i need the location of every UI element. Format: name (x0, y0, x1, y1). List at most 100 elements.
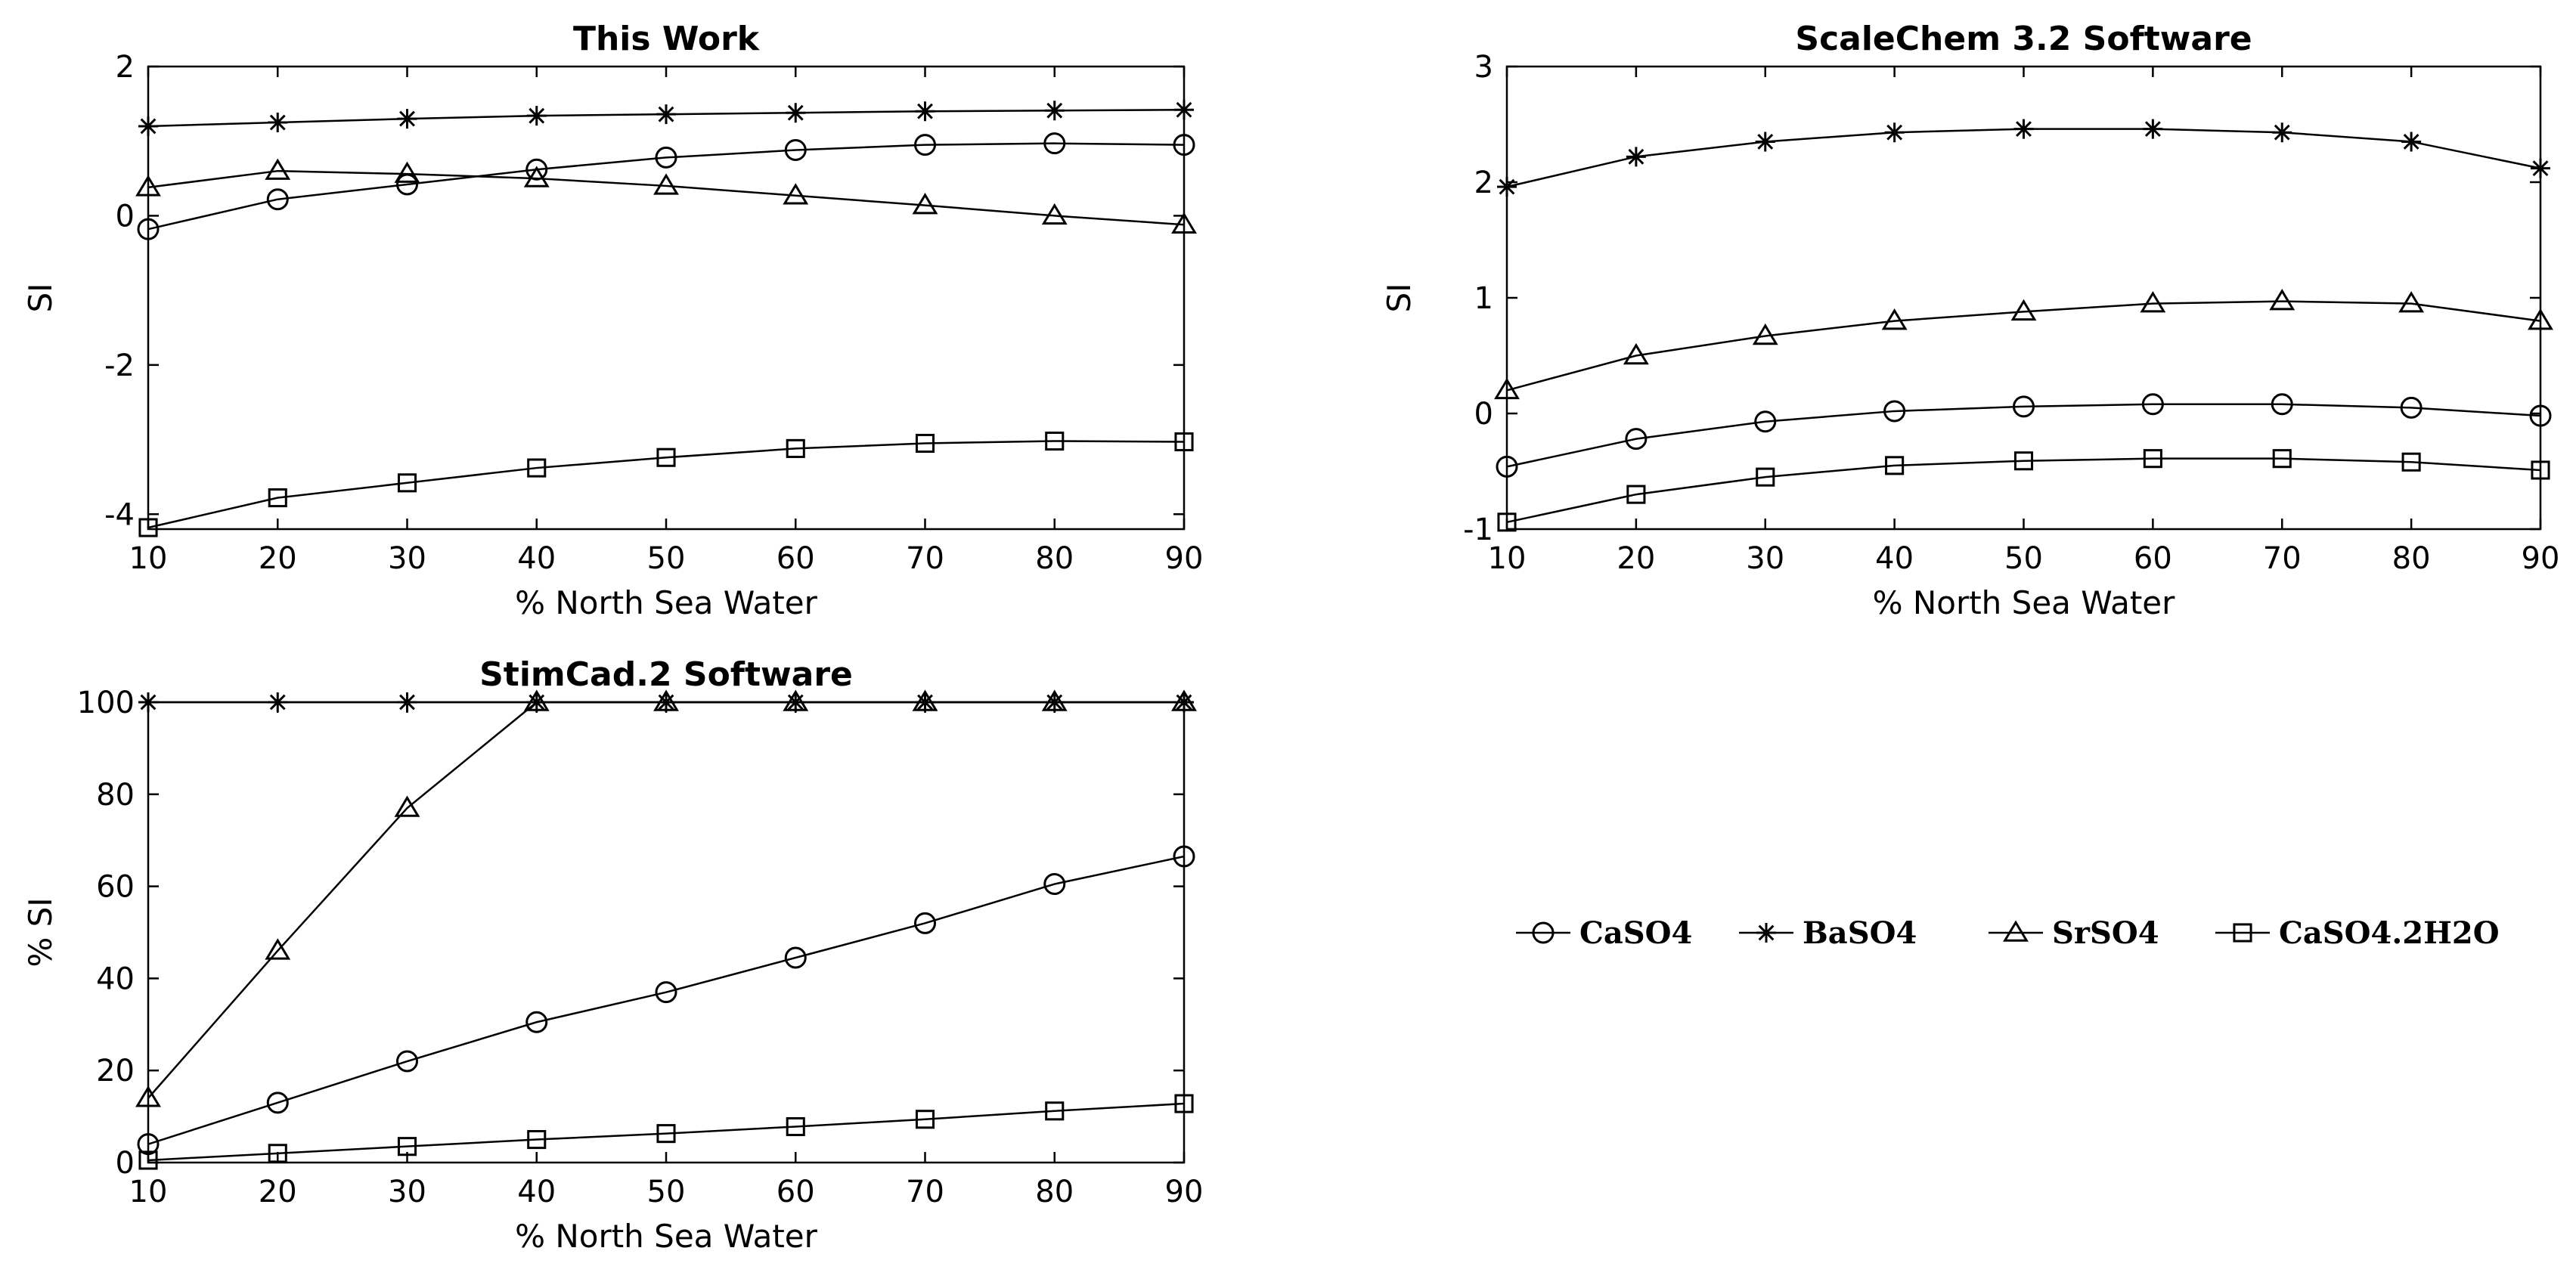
data-point (2143, 119, 2163, 139)
data-point (1881, 308, 1908, 330)
data-point (397, 473, 417, 493)
data-point (137, 1133, 160, 1156)
legend-item-srso4: SrSO4 (1989, 915, 2159, 951)
series-baso4 (138, 100, 1194, 136)
data-point (135, 175, 161, 197)
data-point (915, 433, 935, 454)
y-tick-label: 60 (96, 870, 135, 905)
legend-marker (2003, 920, 2029, 942)
data-point (268, 692, 288, 712)
data-point (912, 193, 938, 215)
data-point (912, 689, 938, 711)
series-baso4 (1497, 119, 2550, 197)
data-point (1756, 467, 1775, 487)
x-tick-label: 50 (647, 541, 686, 576)
data-point (1171, 212, 1197, 234)
x-tick-label: 70 (2263, 541, 2302, 576)
data-point (525, 1011, 548, 1033)
data-point (138, 692, 158, 712)
data-point (1045, 1101, 1065, 1121)
series-line (1506, 457, 2541, 524)
x-tick-label: 10 (129, 1175, 168, 1209)
legend-label: SrSO4 (2052, 915, 2159, 951)
data-point (786, 103, 806, 123)
data-point (527, 458, 547, 478)
x-tick-label: 80 (2392, 541, 2431, 576)
data-point (266, 1091, 289, 1114)
series-line (147, 701, 1184, 1099)
y-tick-label: -1 (1463, 512, 1493, 547)
data-point (784, 946, 807, 969)
x-tick-label: 60 (2134, 541, 2172, 576)
data-point (2013, 119, 2034, 139)
x-tick-label: 40 (517, 541, 556, 576)
data-point (1626, 147, 1646, 167)
data-point (1623, 342, 1649, 365)
x-tick-label: 50 (2004, 541, 2043, 576)
series-line (1506, 300, 2541, 392)
y-tick-label: -2 (104, 348, 135, 383)
series-line (147, 1102, 1185, 1162)
x-tick-label: 30 (1746, 541, 1784, 576)
data-point (268, 488, 287, 508)
series-srso4 (135, 158, 1197, 234)
x-tick-label: 80 (1035, 1175, 1074, 1209)
data-point (265, 938, 291, 960)
data-point (1883, 400, 1906, 423)
data-point (914, 134, 936, 156)
x-tick-label: 70 (906, 1175, 944, 1209)
chart-title: ScaleChem 3.2 Software (1795, 20, 2252, 58)
y-tick-label: -4 (104, 497, 135, 532)
data-point (786, 1116, 805, 1137)
series-line (1506, 403, 2541, 468)
data-point (137, 218, 160, 240)
data-point (266, 188, 289, 211)
data-point (138, 518, 158, 537)
x-tick-label: 60 (777, 1175, 815, 1209)
x-tick-label: 20 (1617, 541, 1655, 576)
data-point (138, 1150, 158, 1170)
data-point (1754, 410, 1777, 433)
series-srso4 (1494, 289, 2553, 400)
x-tick-label: 70 (906, 541, 944, 576)
data-point (268, 1144, 287, 1163)
data-point (2531, 460, 2550, 480)
data-point (914, 912, 936, 934)
y-tick-label: 0 (1474, 397, 1493, 432)
x-tick-label: 20 (259, 541, 297, 576)
data-point (1171, 689, 1197, 711)
data-point (1044, 101, 1065, 121)
x-axis-label: % North Sea Water (515, 1218, 818, 1255)
data-point (656, 1124, 676, 1144)
data-point (2013, 451, 2034, 471)
data-point (655, 146, 677, 169)
x-axis-label: % North Sea Water (1873, 584, 2176, 621)
data-point (1755, 132, 1775, 152)
data-point (1174, 1094, 1194, 1113)
data-point (1885, 456, 1905, 475)
x-tick-label: 30 (388, 1175, 426, 1209)
chart-panel-3: StimCad.2 Software 10 20 30 40 50 60 70 80 90 0 20 4… (22, 655, 1203, 1255)
data-point (2013, 395, 2035, 418)
y-tick-label: 100 (77, 686, 135, 720)
chart-panel-1: This Work 10 20 30 40 50 60 70 80 90 -4 -2 0 2 % North… (22, 20, 1203, 621)
x-tick-label: 50 (647, 1175, 686, 1209)
data-point (656, 104, 676, 125)
legend-label: CaSO4 (1579, 915, 1692, 951)
data-point (526, 106, 547, 126)
y-tick-label: 1 (1474, 281, 1493, 316)
data-point (1041, 203, 1068, 225)
data-point (523, 166, 550, 187)
x-tick-label: 90 (2522, 541, 2560, 576)
y-tick-label: 0 (116, 199, 135, 234)
data-point (2528, 308, 2553, 330)
y-axis-label: % SI (22, 897, 59, 967)
legend-label: CaSO4.2H2O (2279, 915, 2500, 951)
series-caso4-2h2o (138, 431, 1194, 537)
chart-title: StimCad.2 Software (479, 655, 853, 694)
series-caso4-2h2o (1497, 449, 2550, 532)
series-line (147, 855, 1185, 1145)
data-point (2010, 299, 2037, 321)
data-point (397, 692, 417, 712)
data-point (2271, 393, 2293, 416)
